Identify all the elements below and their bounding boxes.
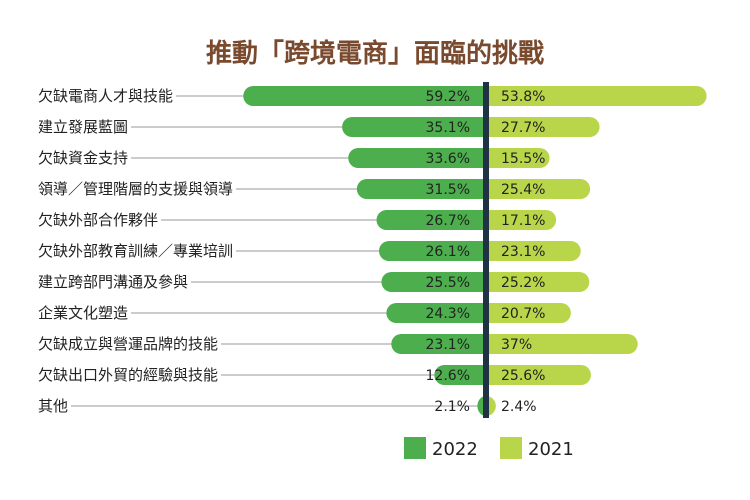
category-label: 欠缺電商人才與技能	[38, 87, 173, 105]
value-label-2021: 25.4%	[501, 182, 545, 198]
category-label: 欠缺成立與營運品牌的技能	[38, 335, 218, 353]
value-label-2022: 12.6%	[426, 368, 470, 384]
bar-2022	[376, 210, 486, 230]
value-label-2021: 2.4%	[501, 399, 537, 415]
value-label-2021: 20.7%	[501, 306, 545, 322]
legend-swatch-2021	[500, 437, 522, 459]
category-label: 欠缺資金支持	[38, 149, 128, 167]
value-label-2022: 24.3%	[426, 306, 470, 322]
value-label-2021: 27.7%	[501, 120, 545, 136]
bar-2021	[486, 241, 581, 261]
leader-lines	[71, 95, 480, 407]
category-labels: 欠缺電商人才與技能建立發展藍圖欠缺資金支持領導／管理階層的支援與領導欠缺外部合作…	[38, 87, 233, 415]
bar-2021	[486, 334, 638, 354]
value-label-2022: 35.1%	[426, 120, 470, 136]
category-label: 建立跨部門溝通及參與	[38, 273, 188, 291]
value-label-2022: 59.2%	[426, 89, 470, 105]
bar-2021	[486, 303, 571, 323]
bar-2022	[381, 272, 486, 292]
value-label-2021: 53.8%	[501, 89, 545, 105]
value-label-2022: 23.1%	[426, 337, 470, 353]
value-label-2022: 26.1%	[426, 244, 470, 260]
value-label-2021: 23.1%	[501, 244, 545, 260]
legend-label-2021: 2021	[528, 439, 574, 460]
bar-2022	[243, 86, 486, 106]
value-label-2021: 25.6%	[501, 368, 545, 384]
bar-2022	[391, 334, 486, 354]
bar-2022	[386, 303, 486, 323]
chart-title: 推動「跨境電商」面臨的挑戰	[206, 38, 544, 69]
category-label: 建立發展藍圖	[38, 118, 128, 136]
legend: 2022 2021	[404, 437, 574, 460]
value-label-2022: 26.7%	[426, 213, 470, 229]
bar-2022	[342, 117, 486, 137]
value-labels: 59.2% 53.8% 35.1% 27.7% 33.6% 15.5% 31.5% 25.4%…	[426, 89, 546, 415]
value-label-2021: 37%	[501, 337, 532, 353]
bar-2021	[486, 179, 591, 199]
category-label: 領導／管理階層的支援與領導	[38, 180, 233, 198]
value-label-2022: 31.5%	[426, 182, 470, 198]
value-label-2022: 25.5%	[426, 275, 470, 291]
bar-2022	[356, 179, 486, 199]
category-label: 欠缺外部教育訓練／專業培訓	[38, 242, 233, 260]
value-label-2021: 25.2%	[501, 275, 545, 291]
bar-2022	[378, 241, 486, 261]
bar-2022	[434, 365, 486, 385]
bar-2021	[486, 86, 707, 106]
value-label-2021: 15.5%	[501, 151, 545, 167]
category-label: 企業文化塑造	[38, 304, 128, 322]
category-label: 其他	[38, 397, 68, 415]
bar-2021	[486, 365, 591, 385]
value-label-2022: 2.1%	[434, 399, 470, 415]
bars	[243, 86, 707, 416]
category-label: 欠缺外部合作夥伴	[38, 211, 158, 229]
bar-2021	[486, 117, 600, 137]
legend-swatch-2022	[404, 437, 426, 459]
legend-label-2022: 2022	[432, 439, 478, 460]
value-label-2021: 17.1%	[501, 213, 545, 229]
bar-2021	[486, 272, 590, 292]
category-label: 欠缺出口外貿的經驗與技能	[38, 366, 218, 384]
bar-2021	[486, 210, 557, 230]
bar-2022	[348, 148, 486, 168]
value-label-2022: 33.6%	[426, 151, 470, 167]
bar-2021	[486, 148, 550, 168]
